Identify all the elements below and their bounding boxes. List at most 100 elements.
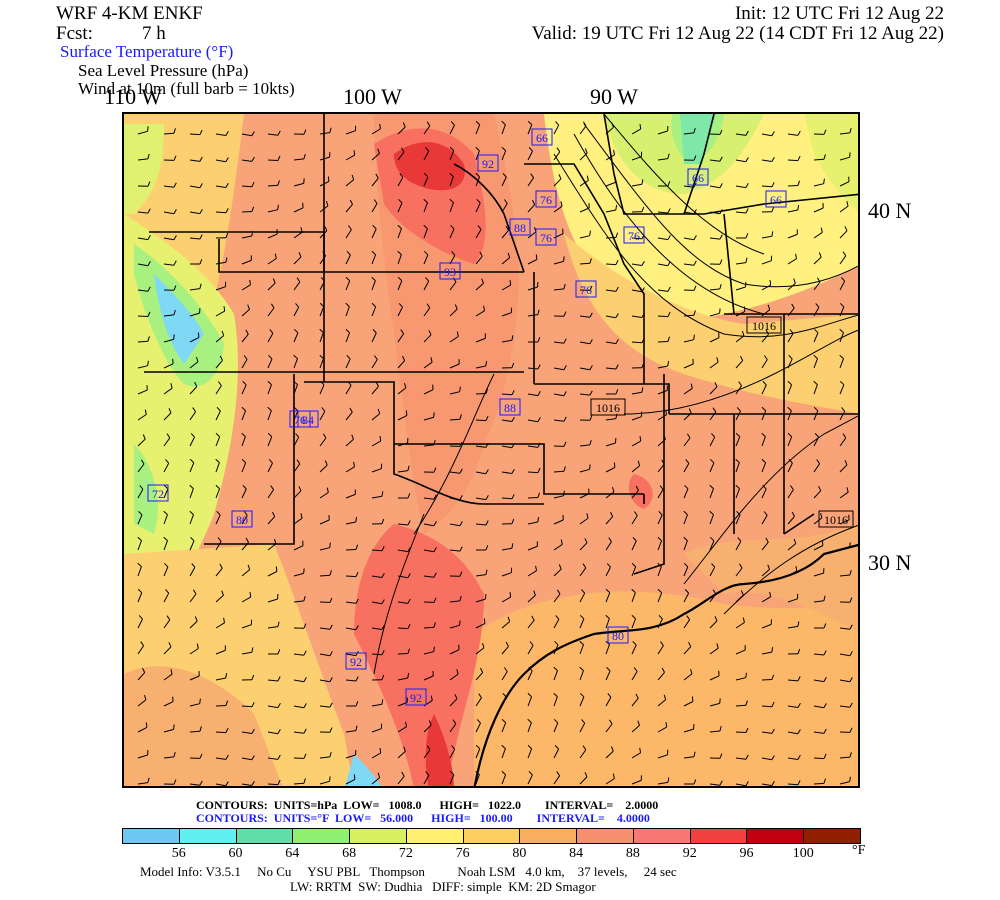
wind-barb xyxy=(163,488,169,499)
wind-barb xyxy=(319,180,330,187)
wind-barb-flag xyxy=(693,751,696,757)
wind-barb xyxy=(683,592,690,603)
wind-barb xyxy=(709,386,718,395)
wind-barb-flag xyxy=(502,692,507,698)
wind-barb xyxy=(631,671,638,681)
wind-barb-flag xyxy=(589,415,593,421)
wind-barb xyxy=(137,566,142,577)
wind-barb-flag xyxy=(690,668,693,675)
wind-barb xyxy=(657,463,665,473)
wind-barb xyxy=(501,124,506,135)
wind-barb-flag xyxy=(400,329,405,334)
wind-barb-flag xyxy=(272,278,276,284)
wind-barb-flag xyxy=(641,206,645,212)
wind-barb-flag xyxy=(712,589,717,595)
wind-barb-flag xyxy=(530,173,535,178)
wind-barb-flag xyxy=(303,778,306,784)
wind-barb xyxy=(683,363,694,369)
wind-barb xyxy=(631,156,642,161)
wind-barb xyxy=(527,231,537,239)
wind-barb xyxy=(579,749,587,759)
wind-barb xyxy=(787,209,798,213)
wind-barb xyxy=(735,622,745,629)
field-title-pressure: Sea Level Pressure (hPa) xyxy=(78,61,249,80)
wind-barb xyxy=(527,645,534,655)
wind-barb xyxy=(137,315,149,317)
wind-barb xyxy=(761,651,772,655)
wind-barb-flag xyxy=(173,182,177,188)
wind-barb-flag xyxy=(554,745,559,750)
wind-barb-flag xyxy=(372,224,377,230)
wind-barb-flag xyxy=(267,380,272,385)
svg-text:92: 92 xyxy=(350,655,362,669)
wind-barb xyxy=(657,618,663,629)
wind-barb xyxy=(735,410,741,421)
wind-barb-flag xyxy=(303,129,307,135)
wind-barb xyxy=(163,437,171,447)
wind-barb xyxy=(397,726,407,733)
wind-barb xyxy=(189,411,197,421)
wind-barb-flag xyxy=(147,181,151,187)
wind-barb-flag xyxy=(736,510,741,516)
wind-barb xyxy=(163,540,168,551)
wind-barb xyxy=(579,696,585,707)
wind-barb xyxy=(241,651,252,655)
colorbar-tick-label: 80 xyxy=(512,846,527,861)
wind-barb xyxy=(605,778,615,785)
wind-barb-flag xyxy=(589,339,593,344)
wind-barb-flag xyxy=(765,329,769,335)
wind-barb-flag xyxy=(355,571,359,577)
wind-barb-flag xyxy=(586,175,589,181)
wind-barb-flag xyxy=(632,640,637,646)
wind-barb-flag xyxy=(584,772,588,778)
wind-barb xyxy=(605,592,611,603)
wind-barb-flag xyxy=(771,231,774,237)
wind-barb xyxy=(553,593,561,603)
wind-barb xyxy=(605,516,614,525)
wind-barb xyxy=(449,418,461,421)
wind-barb xyxy=(293,231,303,239)
wind-barb-flag xyxy=(823,154,826,160)
wind-barb xyxy=(475,497,486,501)
wind-barb-flag xyxy=(433,646,435,652)
wind-barb xyxy=(553,568,562,577)
wind-barb-flag xyxy=(423,172,429,178)
wind-barb-flag xyxy=(560,201,563,207)
wind-barb-flag xyxy=(501,120,506,125)
wind-barb xyxy=(397,601,408,604)
wind-barb-flag xyxy=(293,380,298,385)
wind-barb-flag xyxy=(797,754,801,760)
wind-barb xyxy=(683,387,693,395)
wind-barb xyxy=(397,470,408,473)
wind-barb xyxy=(371,128,381,135)
wind-barb xyxy=(735,286,746,291)
wind-barb xyxy=(449,624,460,629)
colorbar-swatch xyxy=(178,828,237,844)
wind-barb xyxy=(319,780,330,785)
wind-barb xyxy=(787,384,793,395)
wind-barb-flag xyxy=(483,305,485,311)
wind-barb-flag xyxy=(242,484,247,490)
wind-barb xyxy=(397,280,403,291)
wind-barb xyxy=(579,207,590,213)
wind-barb-flag xyxy=(147,208,151,214)
wind-barb-flag xyxy=(459,386,461,392)
wind-barb xyxy=(397,177,404,187)
wind-barb xyxy=(267,516,276,525)
wind-barb xyxy=(189,540,195,551)
wind-barb-flag xyxy=(277,621,280,627)
wind-barb xyxy=(293,384,298,395)
wind-barb xyxy=(605,466,616,473)
wind-barb xyxy=(527,545,538,551)
wind-barb-flag xyxy=(326,200,329,207)
wind-barb xyxy=(267,731,278,735)
wind-barb-flag xyxy=(144,409,147,415)
wind-barb-flag xyxy=(641,260,645,266)
wind-barb xyxy=(241,211,253,213)
wind-barb xyxy=(163,211,174,215)
wind-barb xyxy=(839,181,850,187)
wind-barb xyxy=(241,757,252,761)
wind-barb-flag xyxy=(192,589,197,595)
wind-barb xyxy=(345,679,357,682)
wind-barb-flag xyxy=(771,755,775,760)
